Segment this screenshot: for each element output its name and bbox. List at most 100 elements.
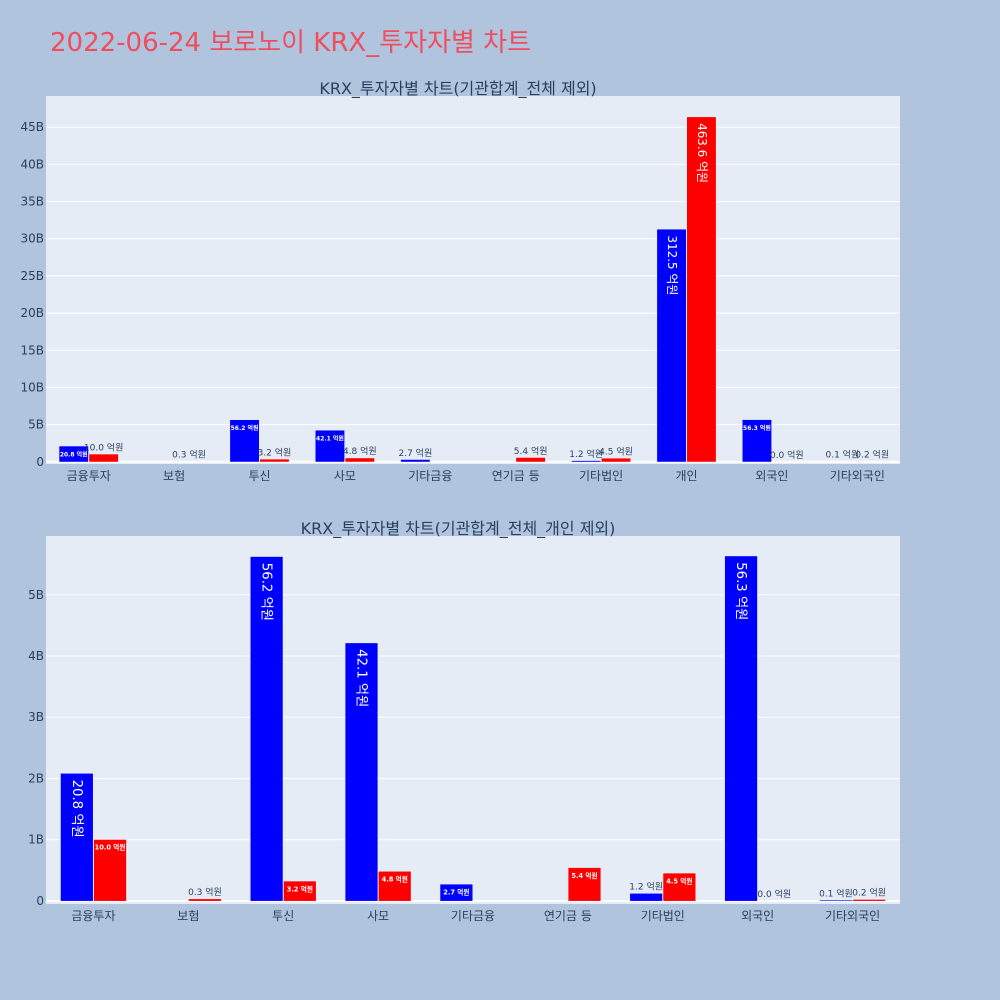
data-label: 10.0 억원 [95,843,126,852]
data-label: 4.8 억원 [343,445,377,457]
y-tick-label: 30B [20,232,44,246]
data-label: 2.7 억원 [398,447,432,459]
data-label: 20.8 억원 [69,780,85,838]
data-label: 42.1 억원 [316,434,344,442]
data-label: 56.3 억원 [733,562,749,620]
plot-area [46,96,900,464]
bar [345,458,375,462]
bar [400,459,430,462]
x-tick-label: 기타금융 [408,469,452,483]
data-label: 3.2 억원 [287,884,313,893]
bar [630,893,663,901]
y-tick-label: 3B [28,710,44,724]
bar [60,773,93,901]
bar [89,454,119,462]
bar [345,643,378,901]
data-label: 0.3 억원 [172,449,206,461]
investor-chart-excl-individual: KRX_투자자별 차트(기관합계_전체_개인 제외) 0 1B 2B 3B 4B 5B 금융투… [28,519,900,923]
data-label: 2.7 억원 [443,887,469,896]
data-label: 0.2 억원 [855,449,889,461]
x-tick-label: 금융투자 [67,469,111,483]
bar [59,446,89,462]
bar [853,899,886,901]
y-tick-label: 5B [28,418,44,432]
y-tick-label: 45B [20,120,44,134]
data-label: 10.0 억원 [84,441,123,453]
y-tick-label: 25B [20,269,44,283]
bar [516,457,546,462]
x-tick-label: 보험 [163,469,185,483]
y-tick-label: 2B [28,771,44,785]
bar [315,430,345,462]
data-label: 0.0 억원 [757,888,791,900]
bar [93,839,127,901]
data-label: 0.0 억원 [770,449,804,461]
y-tick-label: 5B [28,588,44,602]
y-tick-label: 15B [20,343,44,357]
data-label: 0.1 억원 [825,449,859,461]
bar [819,900,853,901]
data-label: 4.5 억원 [666,876,692,885]
x-tick-label: 외국인 [741,909,774,923]
data-label: 0.3 억원 [188,886,222,898]
y-tick-label: 0 [36,894,44,908]
bar [250,556,283,901]
data-label: 56.3 억원 [743,424,771,432]
x-tick-label: 투신 [272,909,294,923]
bar [601,458,631,462]
data-label: 4.5 억원 [599,445,633,457]
chart-title: KRX_투자자별 차트(기관합계_전체_개인 제외) [301,519,616,539]
data-label: 1.2 억원 [629,881,663,893]
x-tick-label: 기타외국인 [825,909,880,923]
data-label: 0.2 억원 [852,887,886,899]
x-tick-label: 기타금융 [451,909,495,923]
x-tick-label: 금융투자 [71,909,115,923]
page-title: 2022-06-24 보로노이 KRX_투자자별 차트 [50,28,532,58]
bar [440,884,473,901]
data-label: 56.2 억원 [231,424,259,432]
bar [378,871,411,901]
x-tick-label: 기타법인 [641,909,685,923]
data-label: 3.2 억원 [258,446,292,458]
bar [260,459,289,462]
data-label: 463.6 억원 [695,123,709,183]
y-tick-label: 35B [20,195,44,209]
x-tick-label: 외국인 [755,469,788,483]
y-tick-label: 0 [36,455,44,469]
bar [663,873,696,901]
bar [568,867,601,901]
x-tick-label: 투신 [248,469,270,483]
data-label: 1.2 억원 [569,448,603,460]
data-label: 56.2 억원 [259,563,275,621]
x-tick-label: 연기금 등 [544,909,592,923]
y-tick-label: 40B [20,157,44,171]
data-label: 4.8 억원 [382,875,408,884]
y-tick-label: 20B [20,306,44,320]
bar [687,117,716,462]
x-tick-label: 사모 [334,469,356,483]
x-tick-label: 기타법인 [579,469,623,483]
bar [283,881,316,901]
data-label: 312.5 억원 [665,235,679,295]
data-label: 42.1 억원 [354,649,370,707]
data-label: 5.4 억원 [514,445,548,457]
y-tick-label: 1B [28,833,44,847]
x-tick-label: 기타외국인 [830,469,885,483]
bar [657,229,686,462]
investor-chart-all: KRX_투자자별 차트(기관합계_전체 제외) 0 5B 10B 15B 20B 25B 30… [20,79,900,483]
y-tick-label: 4B [28,649,44,663]
data-label: 0.1 억원 [819,887,853,899]
bar [742,419,772,462]
x-tick-label: 연기금 등 [492,469,540,483]
bar [724,556,758,901]
x-tick-label: 개인 [675,469,697,483]
data-label: 20.8 억원 [60,450,88,458]
x-tick-label: 보험 [177,909,199,923]
bar [188,899,222,901]
x-tick-label: 사모 [367,909,389,923]
bar [230,419,259,462]
bar [571,460,601,462]
y-tick-label: 10B [20,380,44,394]
chart-title: KRX_투자자별 차트(기관합계_전체 제외) [319,79,596,99]
plot-area [46,536,900,904]
